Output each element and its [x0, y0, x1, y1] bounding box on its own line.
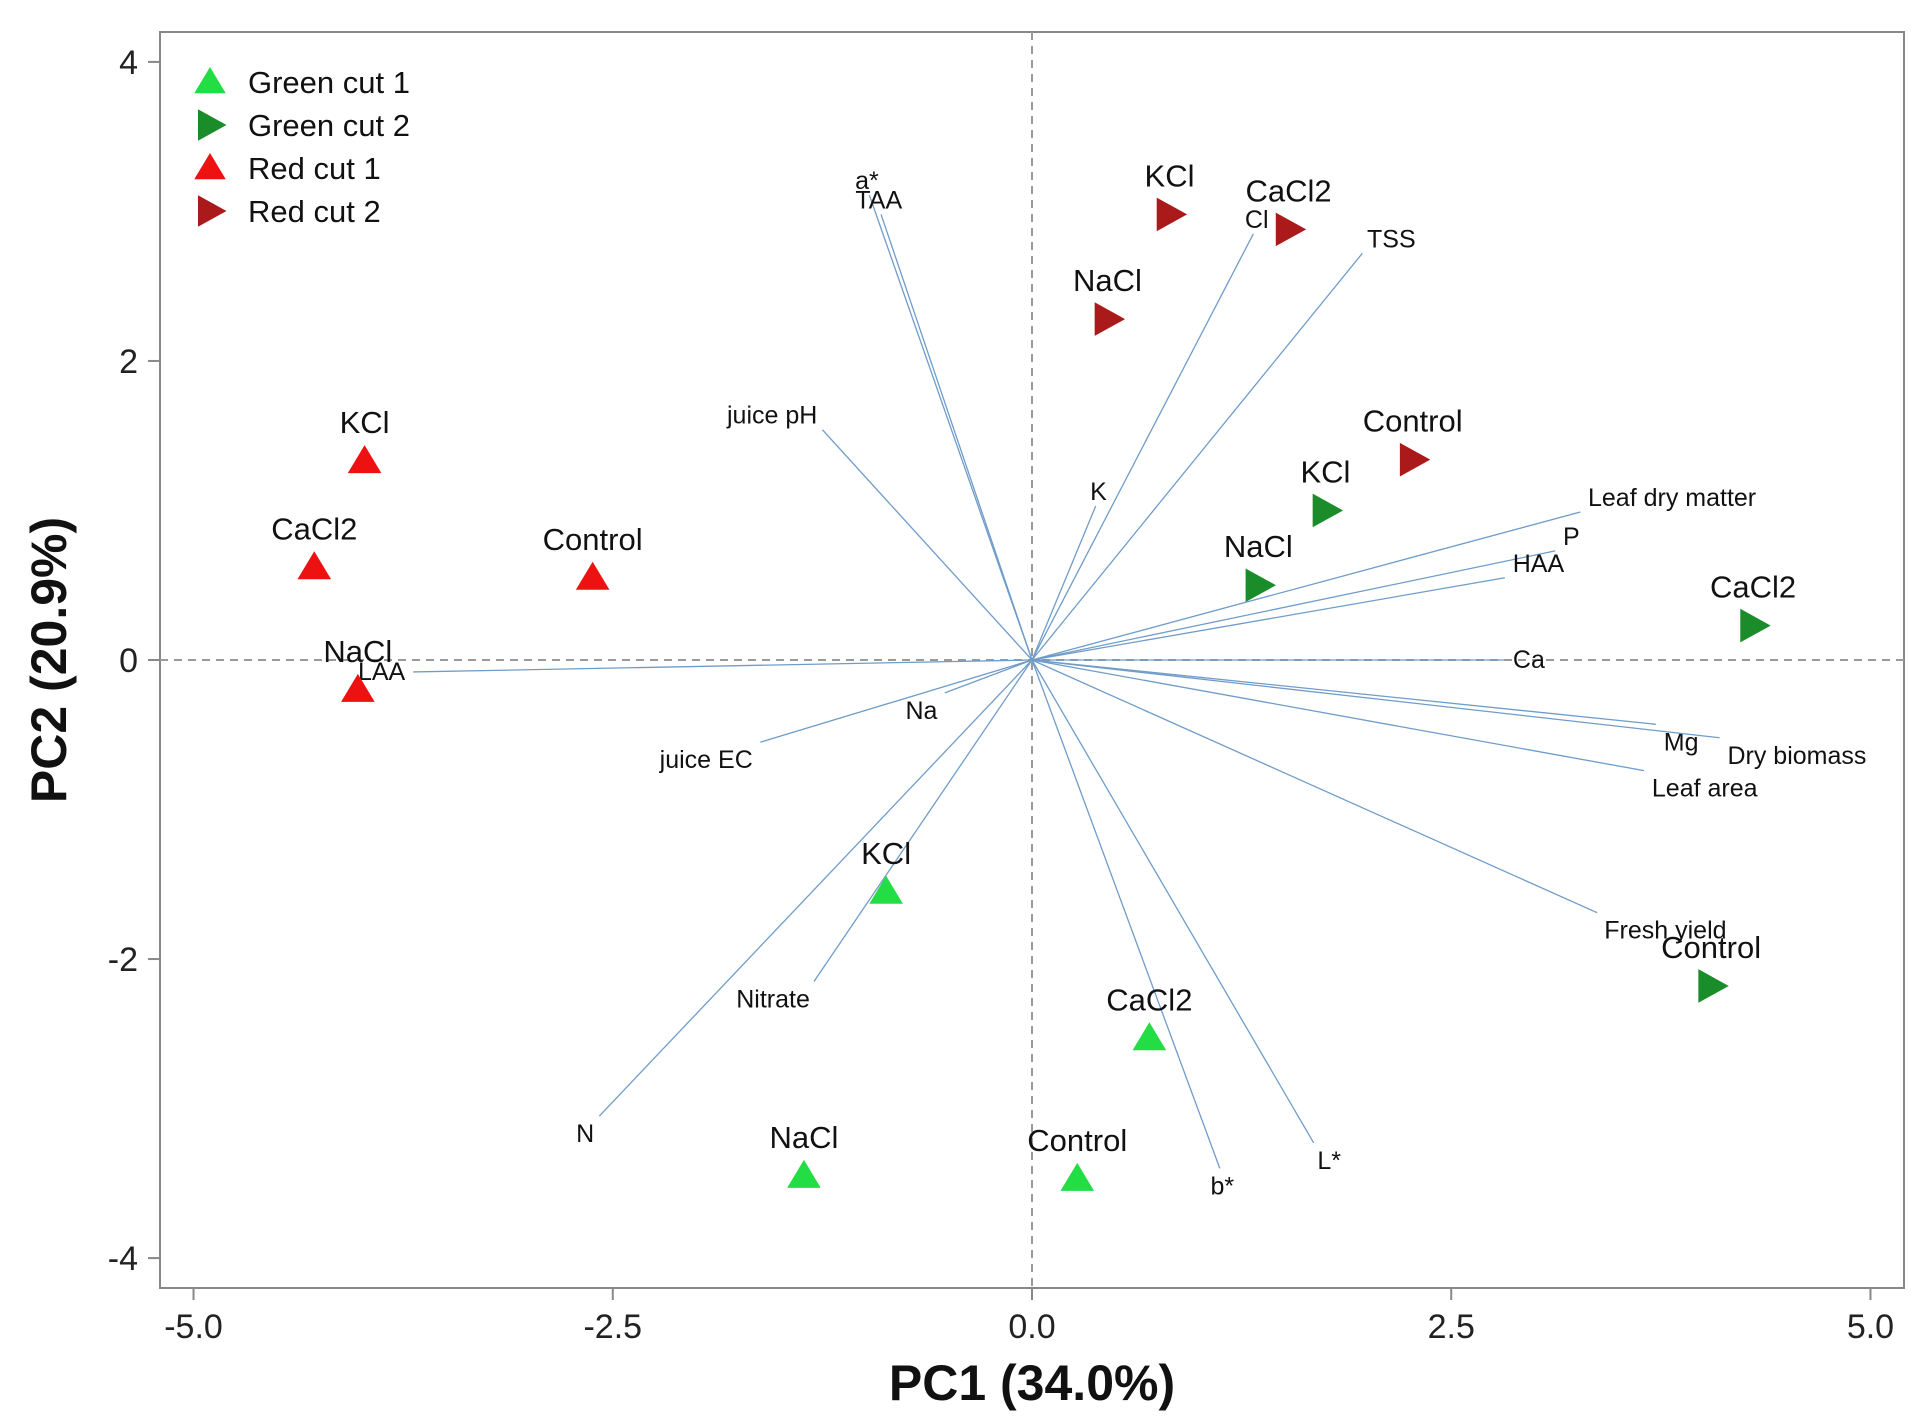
- legend-label-red-cut-2: Red cut 2: [248, 194, 381, 229]
- point-green-cut-1-control: [1060, 1162, 1095, 1191]
- loading-label-b: b*: [1210, 1172, 1234, 1200]
- loading-vector-haa: [1031, 577, 1506, 661]
- legend-marker-green-cut-2: [198, 109, 227, 141]
- legend-marker-green-cut-1: [194, 67, 226, 94]
- point-red-cut-2-nacl: [1094, 302, 1126, 336]
- point-green-cut-1-cacl2: [1132, 1022, 1167, 1051]
- y-tick-label: 2: [119, 343, 138, 381]
- loading-label-tss: TSS: [1367, 225, 1416, 253]
- loading-vector-leaf-dry-matter: [1031, 511, 1581, 661]
- loading-vector-fresh-yield: [1031, 659, 1598, 914]
- y-tick-label: -2: [108, 941, 138, 979]
- point-label-green-cut-2-nacl: NaCl: [1224, 529, 1293, 564]
- y-tick-label: 4: [119, 44, 138, 82]
- point-green-cut-2-cacl2: [1740, 608, 1771, 643]
- point-label-green-cut-1-kcl: KCl: [861, 836, 911, 871]
- loading-vector-b: [1031, 659, 1221, 1169]
- loading-vector-cl: [1031, 233, 1254, 661]
- loading-label-l: L*: [1317, 1147, 1341, 1175]
- loading-vector-dry-biomass: [1031, 659, 1720, 739]
- loading-vector-n: [598, 659, 1033, 1117]
- loading-label-leaf-dry-matter: Leaf dry matter: [1588, 484, 1756, 512]
- loading-label-taa: TAA: [855, 186, 902, 214]
- loading-vector-taa: [880, 214, 1033, 661]
- point-label-red-cut-2-cacl2: CaCl2: [1245, 173, 1331, 208]
- point-green-cut-2-nacl: [1245, 568, 1276, 603]
- x-tick-label: 2.5: [1428, 1308, 1475, 1346]
- point-green-cut-2-kcl: [1312, 493, 1344, 528]
- point-label-red-cut-2-control: Control: [1363, 404, 1463, 439]
- point-label-green-cut-2-control: Control: [1661, 930, 1761, 965]
- loading-label-p: P: [1563, 523, 1580, 551]
- y-axis-ticks: -4 -2 0 2 4: [108, 44, 160, 1278]
- loading-label-na: Na: [905, 697, 937, 725]
- loading-label-n: N: [576, 1120, 594, 1148]
- loading-label-cl: Cl: [1245, 206, 1269, 234]
- loading-label-k: K: [1090, 478, 1107, 506]
- x-tick-label: 0.0: [1008, 1308, 1055, 1346]
- x-axis-ticks: -5.0 -2.5 0.0 2.5 5.0: [164, 1288, 1894, 1346]
- legend-label-green-cut-2: Green cut 2: [248, 108, 410, 143]
- loading-label-ca: Ca: [1513, 646, 1545, 674]
- loading-label-leaf-area: Leaf area: [1652, 775, 1758, 803]
- loading-label-fresh-yield: Fresh yield: [1604, 917, 1726, 945]
- loading-vector-nitrate: [813, 659, 1033, 982]
- loading-vector-mg: [1031, 659, 1656, 725]
- loading-vector-tss: [1031, 252, 1363, 661]
- point-label-red-cut-1-cacl2: CaCl2: [271, 511, 357, 546]
- loading-vector-na: [944, 659, 1033, 694]
- y-tick-label: -4: [108, 1240, 138, 1278]
- loading-label-nitrate: Nitrate: [736, 985, 810, 1013]
- legend-label-red-cut-1: Red cut 1: [248, 151, 381, 186]
- point-red-cut-2-kcl: [1156, 197, 1188, 232]
- loading-vector-juice-ph: [821, 429, 1033, 661]
- point-label-green-cut-2-kcl: KCl: [1300, 454, 1350, 489]
- y-tick-label: 0: [119, 642, 138, 680]
- point-red-cut-1-cacl2: [297, 551, 332, 580]
- point-label-red-cut-2-nacl: NaCl: [1073, 263, 1142, 298]
- loading-vector-l: [1031, 659, 1315, 1144]
- loading-label-laa: LAA: [358, 658, 406, 686]
- loading-vector-a: [868, 194, 1033, 661]
- point-red-cut-1-nacl: [341, 673, 375, 702]
- point-green-cut-1-nacl: [787, 1159, 821, 1188]
- x-tick-label: 5.0: [1847, 1308, 1894, 1346]
- point-label-green-cut-1-control: Control: [1027, 1123, 1127, 1158]
- loading-vector-leaf-area: [1031, 659, 1645, 772]
- x-tick-label: -2.5: [583, 1308, 642, 1346]
- point-label-red-cut-1-nacl: NaCl: [323, 634, 392, 669]
- loading-vector-juice-ec: [760, 659, 1033, 743]
- loading-label-haa: HAA: [1513, 550, 1565, 578]
- x-axis-title: PC1 (34.0%): [889, 1355, 1175, 1411]
- loading-label-a: a*: [855, 167, 879, 195]
- point-red-cut-1-kcl: [347, 445, 382, 474]
- loading-label-dry-biomass: Dry biomass: [1727, 742, 1866, 770]
- legend-label-green-cut-1: Green cut 1: [248, 65, 410, 100]
- point-label-green-cut-1-cacl2: CaCl2: [1106, 982, 1192, 1017]
- point-label-red-cut-1-control: Control: [543, 522, 643, 557]
- point-label-red-cut-1-kcl: KCl: [340, 405, 390, 440]
- point-green-cut-2-control: [1698, 969, 1729, 1003]
- point-red-cut-2-cacl2: [1275, 212, 1307, 247]
- point-label-green-cut-2-cacl2: CaCl2: [1710, 570, 1796, 605]
- loading-label-juice-ph: juice pH: [726, 402, 817, 430]
- legend: Green cut 1 Green cut 2 Red cut 1 Red cut 2: [194, 65, 410, 229]
- loading-label-juice-ec: juice EC: [659, 746, 753, 774]
- legend-marker-red-cut-1: [194, 153, 226, 180]
- loading-vector-laa: [413, 659, 1033, 673]
- legend-marker-red-cut-2: [198, 195, 227, 227]
- x-tick-label: -5.0: [164, 1308, 223, 1346]
- point-green-cut-1-kcl: [869, 875, 903, 904]
- point-label-red-cut-2-kcl: KCl: [1145, 158, 1195, 193]
- loading-vector-k: [1031, 505, 1097, 661]
- point-red-cut-2-control: [1399, 442, 1431, 477]
- point-label-green-cut-1-nacl: NaCl: [769, 1120, 838, 1155]
- loading-vector-p: [1031, 550, 1556, 661]
- y-axis-title: PC2 (20.9%): [21, 517, 77, 803]
- point-red-cut-1-control: [575, 561, 610, 590]
